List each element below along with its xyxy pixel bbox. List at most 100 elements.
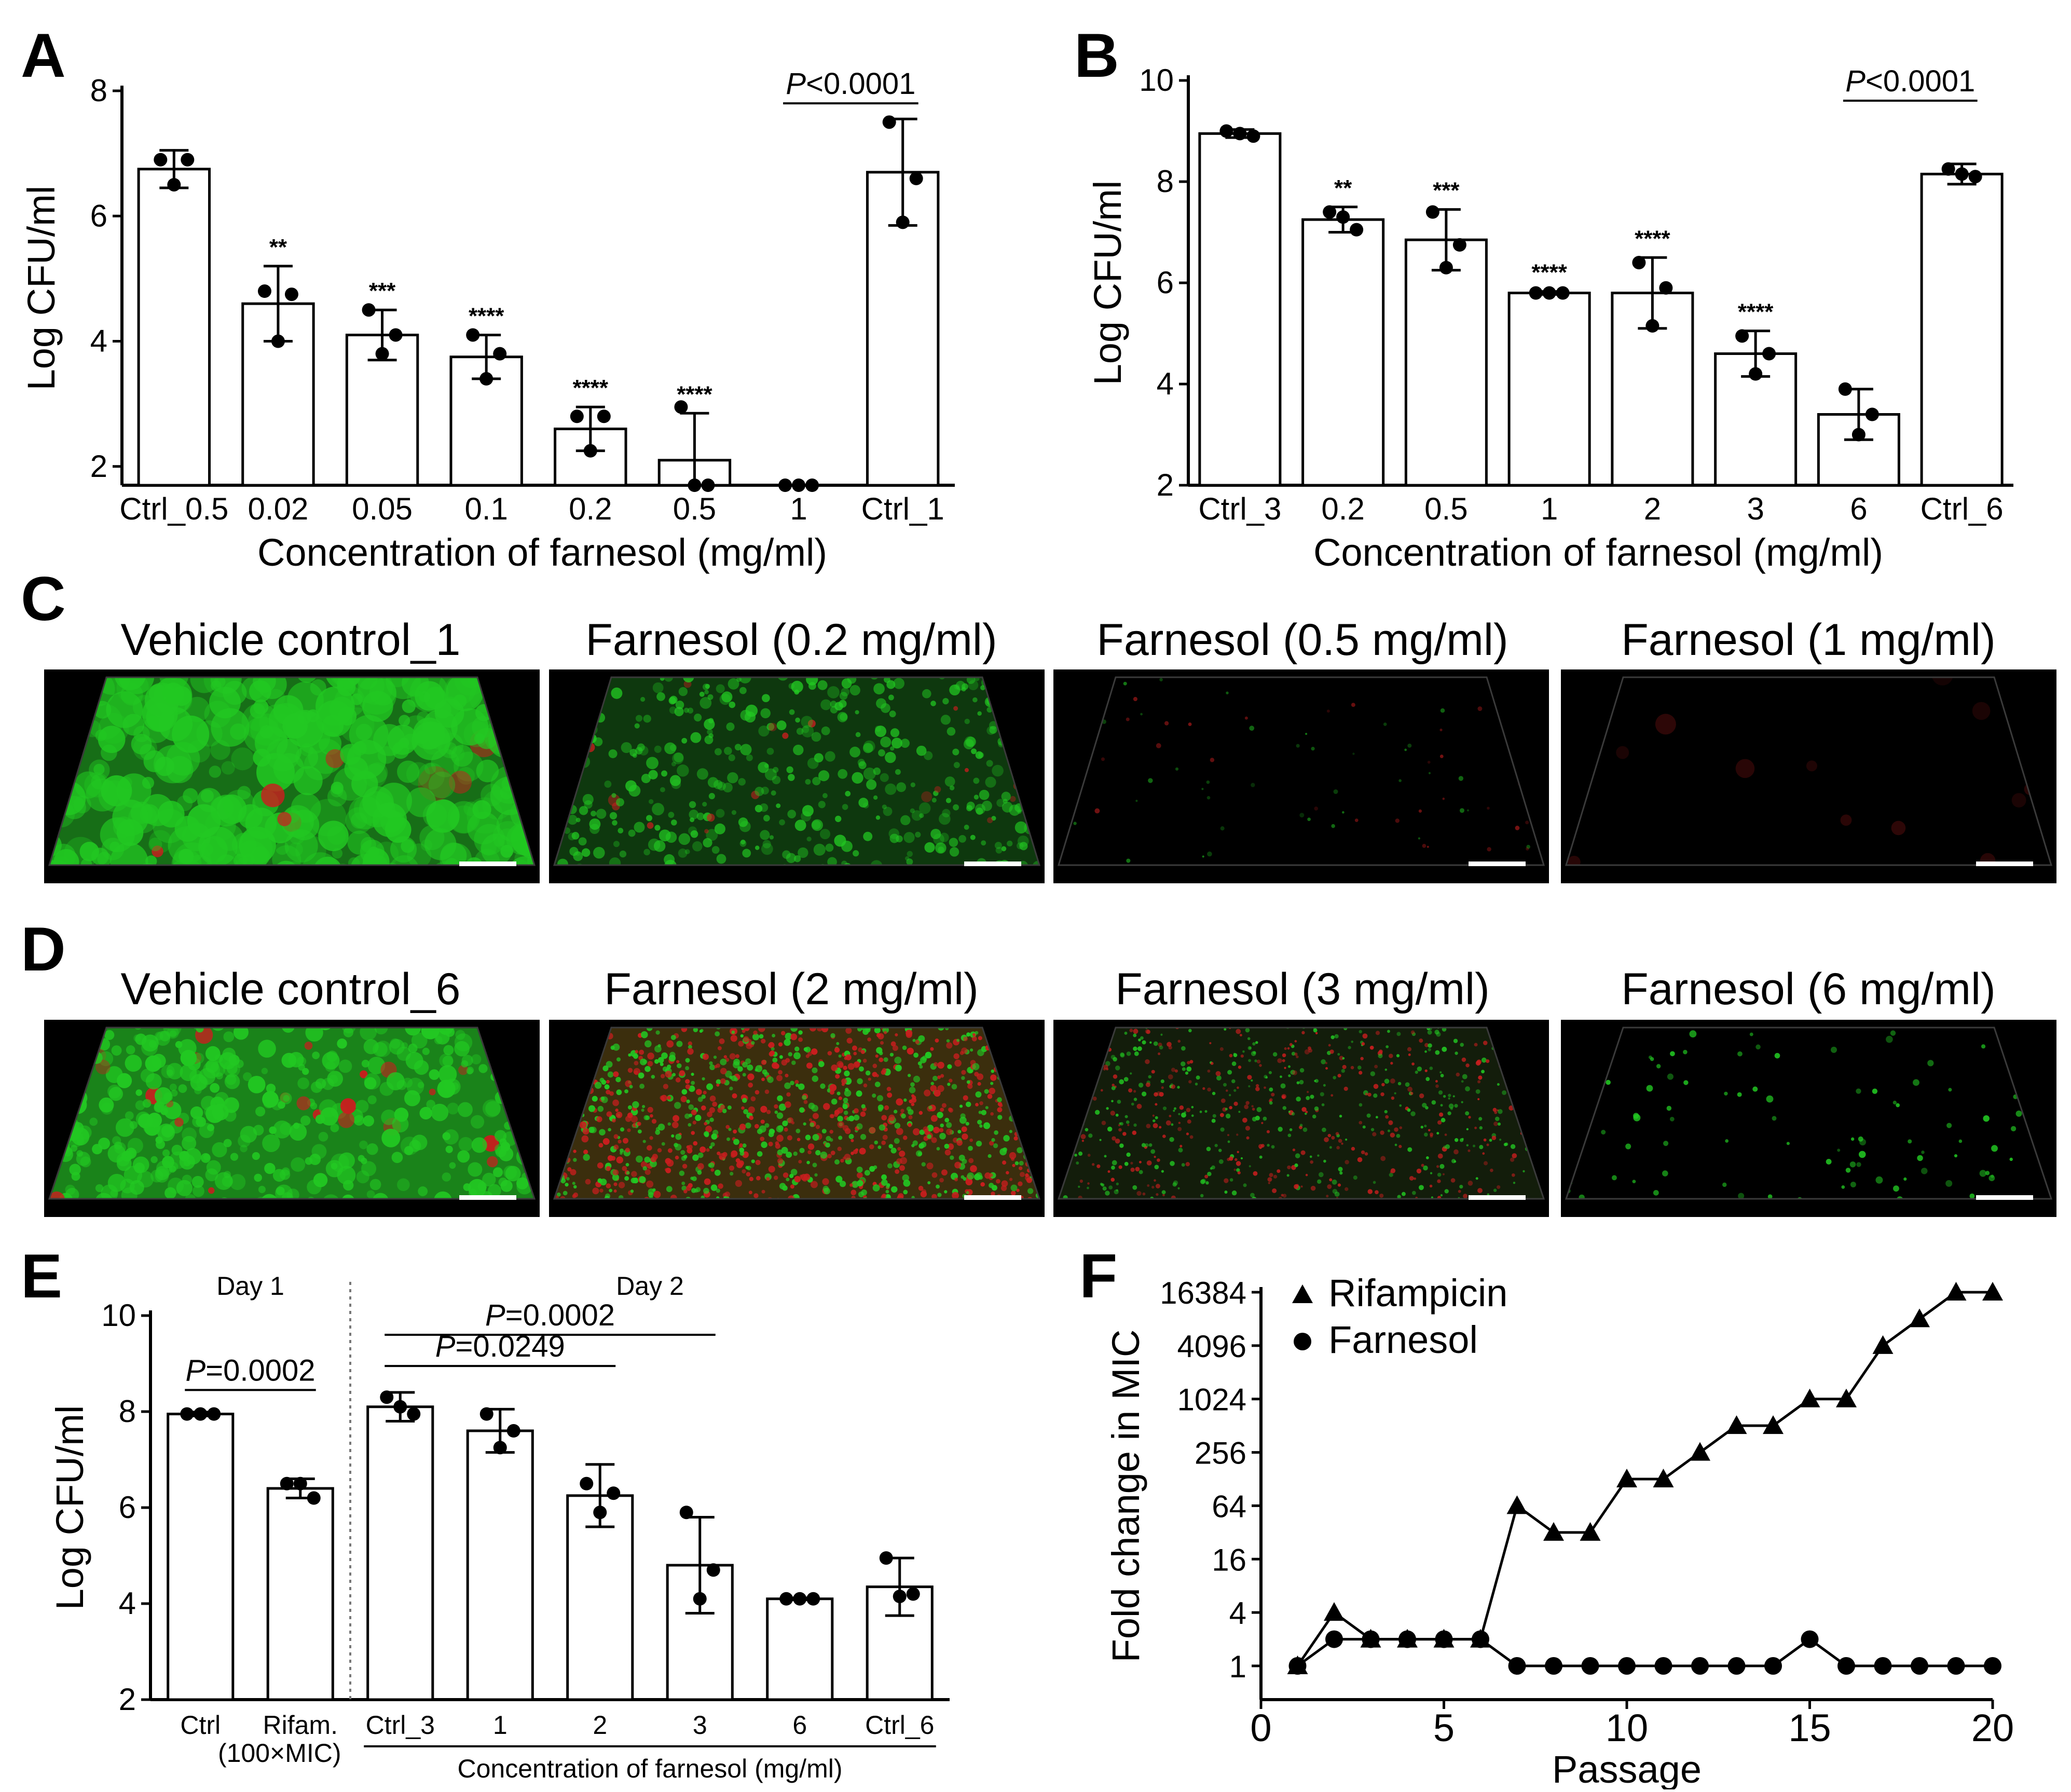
- stain-spot: [356, 677, 378, 690]
- stain-spot: [972, 1063, 980, 1071]
- stain-spot: [1767, 1194, 1773, 1199]
- stain-spot: [716, 1196, 720, 1199]
- stain-spot: [869, 1166, 875, 1172]
- stain-spot: [1903, 1177, 1907, 1181]
- stain-spot: [616, 1089, 622, 1096]
- stain-spot: [1199, 1111, 1202, 1113]
- stain-spot: [937, 1061, 944, 1069]
- stain-spot: [670, 1035, 676, 1041]
- stain-spot: [887, 1163, 893, 1169]
- stain-spot: [286, 1188, 299, 1199]
- stain-spot: [262, 1134, 280, 1153]
- farnesol-marker: [1362, 1630, 1380, 1648]
- p-value-symbol: P: [786, 67, 806, 101]
- x-tick-label: 6: [1850, 491, 1867, 526]
- stain-spot: [1683, 1080, 1689, 1085]
- stain-spot: [1009, 1152, 1017, 1159]
- stain-spot: [1118, 1165, 1122, 1169]
- stain-spot: [786, 1092, 791, 1097]
- stain-spot: [1299, 1124, 1303, 1127]
- stain-spot: [870, 860, 883, 865]
- stain-spot: [853, 850, 859, 857]
- data-point: [580, 1476, 594, 1490]
- stain-spot: [743, 1036, 749, 1043]
- stain-spot: [2011, 793, 2026, 808]
- stain-spot: [817, 1028, 822, 1032]
- stain-spot: [669, 695, 678, 704]
- stain-spot: [1177, 1086, 1180, 1089]
- stain-spot: [1487, 806, 1490, 810]
- stain-spot: [681, 1089, 688, 1095]
- stain-spot: [964, 718, 970, 724]
- stain-spot: [1115, 1065, 1120, 1071]
- stain-spot: [825, 843, 834, 852]
- stain-spot: [1331, 824, 1335, 828]
- stain-spot: [1806, 760, 1817, 772]
- stain-spot: [657, 1044, 661, 1048]
- stain-spot: [1927, 1060, 1934, 1066]
- x-tick-label: 1: [493, 1711, 508, 1740]
- stain-spot: [1526, 844, 1531, 849]
- rifampicin-marker: [1945, 1282, 1967, 1301]
- stain-spot: [1155, 1116, 1158, 1119]
- stain-spot: [942, 809, 951, 817]
- stain-spot: [1442, 1046, 1447, 1052]
- data-point: [1645, 319, 1659, 333]
- stain-spot: [1124, 1031, 1128, 1035]
- stain-spot: [977, 1082, 981, 1086]
- stain-spot: [716, 684, 725, 693]
- stain-spot: [64, 837, 98, 865]
- stain-spot: [223, 1139, 232, 1147]
- stain-spot: [1405, 1082, 1410, 1087]
- stain-spot: [757, 1128, 763, 1134]
- stain-spot: [331, 1162, 338, 1170]
- data-point: [805, 478, 819, 492]
- stain-spot: [647, 1052, 654, 1060]
- stain-spot: [169, 1030, 177, 1038]
- stain-spot: [392, 1116, 409, 1133]
- stain-spot: [420, 839, 433, 851]
- stain-spot: [1204, 1174, 1209, 1179]
- stain-spot: [1991, 1174, 1994, 1178]
- stain-spot: [946, 1042, 953, 1049]
- stain-spot: [931, 1137, 937, 1143]
- stain-spot: [991, 1069, 995, 1073]
- stain-spot: [1737, 1092, 1742, 1097]
- stain-spot: [927, 1181, 931, 1185]
- stain-spot: [1002, 1160, 1007, 1165]
- stain-spot: [881, 703, 890, 713]
- stain-spot: [785, 1073, 789, 1078]
- stain-spot: [613, 1189, 617, 1193]
- stain-spot: [917, 1061, 922, 1066]
- stain-spot: [1294, 1040, 1297, 1043]
- stain-spot: [104, 1030, 115, 1040]
- stain-spot: [827, 1051, 832, 1056]
- stain-spot: [1383, 722, 1387, 726]
- data-point: [1968, 170, 1982, 184]
- stain-spot: [742, 1062, 748, 1068]
- stain-spot: [1430, 1172, 1433, 1174]
- stain-spot: [1229, 1094, 1231, 1097]
- stain-spot: [682, 1164, 688, 1169]
- data-point: [1659, 281, 1673, 295]
- stain-spot: [909, 1087, 916, 1093]
- stain-spot: [1107, 1126, 1113, 1132]
- stain-spot: [1178, 1147, 1183, 1153]
- x-tick-label: Ctrl_3: [366, 1711, 435, 1740]
- stain-spot: [1431, 1196, 1433, 1199]
- stain-spot: [953, 706, 958, 711]
- stain-spot: [210, 1083, 220, 1093]
- stain-spot: [248, 711, 268, 732]
- stain-spot: [802, 726, 810, 733]
- stain-spot: [814, 1173, 818, 1177]
- stain-spot: [822, 793, 828, 799]
- stain-spot: [738, 778, 746, 786]
- stain-spot: [894, 1056, 902, 1064]
- stain-spot: [1087, 1186, 1089, 1189]
- stain-spot: [861, 1104, 866, 1109]
- stain-spot: [1085, 1128, 1089, 1132]
- stain-spot: [989, 726, 997, 734]
- rifampicin-marker: [1763, 1415, 1784, 1434]
- data-point: [1941, 162, 1955, 176]
- stain-spot: [1475, 1089, 1480, 1094]
